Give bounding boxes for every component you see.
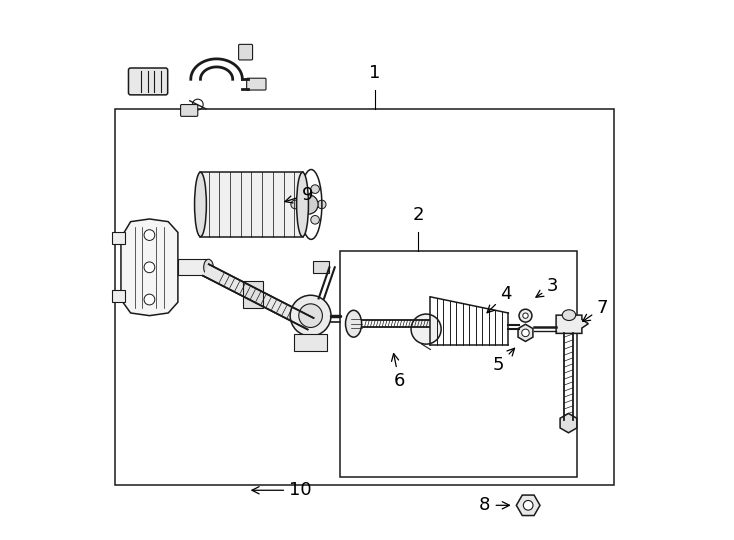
Polygon shape [516,495,540,516]
Text: 6: 6 [391,354,405,390]
Circle shape [144,262,155,273]
Text: 1: 1 [369,64,381,82]
Bar [340,251,576,477]
Circle shape [310,185,319,193]
Circle shape [523,501,533,510]
Circle shape [523,313,528,319]
Text: 8: 8 [479,496,509,514]
Ellipse shape [297,172,308,237]
Circle shape [291,200,299,209]
Bar [178,259,208,275]
Bar [112,232,126,244]
FancyBboxPatch shape [181,105,197,116]
Polygon shape [203,264,313,329]
Text: 9: 9 [285,186,313,204]
Circle shape [522,329,529,336]
FancyBboxPatch shape [247,78,266,90]
Circle shape [297,185,306,193]
Bar [115,109,614,485]
Bar [112,291,126,302]
Polygon shape [518,324,533,341]
Polygon shape [121,219,178,316]
Circle shape [290,295,331,336]
Circle shape [299,304,322,327]
Polygon shape [560,414,577,433]
Circle shape [144,230,155,240]
Circle shape [411,314,441,344]
Circle shape [317,200,326,209]
FancyBboxPatch shape [128,68,167,95]
Circle shape [310,215,319,224]
Bar [294,334,327,350]
Circle shape [144,294,155,305]
Ellipse shape [195,172,206,237]
Ellipse shape [562,310,575,321]
Ellipse shape [203,259,214,275]
Circle shape [297,215,306,224]
Text: 5: 5 [493,348,515,374]
FancyBboxPatch shape [239,44,252,60]
Bar [200,172,302,237]
Bar [243,281,263,308]
Text: 3: 3 [536,277,559,297]
Text: 4: 4 [487,285,512,313]
Text: 10: 10 [252,481,312,500]
Text: 2: 2 [413,206,424,224]
Circle shape [299,195,318,214]
Circle shape [519,309,532,322]
Polygon shape [556,315,589,333]
Bar [313,261,330,273]
Text: 7: 7 [583,299,608,321]
Ellipse shape [346,310,362,337]
